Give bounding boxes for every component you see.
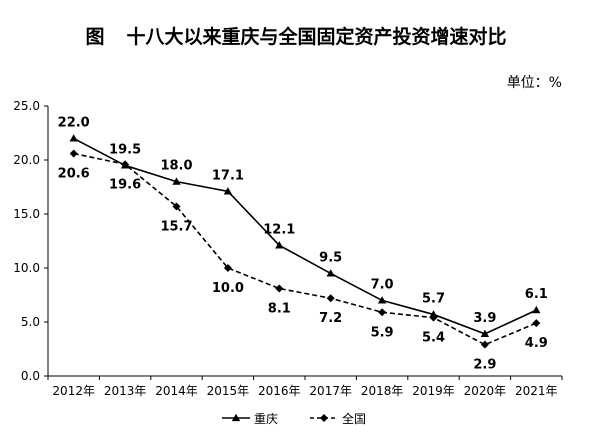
data-point-chongqing [377, 296, 387, 304]
data-label-national: 19.6 [109, 177, 141, 192]
x-tick-label: 2017年 [309, 384, 352, 398]
data-label-national: 4.9 [525, 336, 548, 351]
data-label-chongqing: 7.0 [371, 277, 394, 292]
series-line-national [73, 152, 537, 346]
data-point-national [378, 308, 387, 317]
data-point-chongqing [172, 177, 181, 185]
data-label-chongqing: 9.5 [319, 250, 342, 265]
unit-label: 单位：% [506, 75, 562, 91]
x-tick-label: 2012年 [52, 384, 95, 398]
x-tick-label: 2014年 [155, 384, 198, 398]
data-label-national: 7.2 [319, 311, 342, 326]
legend-marker-national [320, 414, 328, 422]
y-tick-label: 20.0 [13, 153, 40, 167]
x-tick-label: 2020年 [464, 384, 507, 398]
data-label-national: 2.9 [473, 358, 496, 373]
y-tick-label: 10.0 [13, 261, 40, 275]
data-label-chongqing: 6.1 [525, 287, 548, 302]
y-tick-label: 0.0 [21, 369, 40, 383]
data-point-national [172, 202, 181, 211]
data-point-national [121, 160, 130, 169]
data-point-national [532, 319, 541, 328]
data-label-national: 15.7 [160, 219, 192, 234]
data-point-national [69, 149, 78, 158]
chart-title-prefix: 图 [85, 26, 105, 48]
y-tick-label: 15.0 [13, 207, 40, 221]
y-tick-label: 25.0 [13, 99, 40, 113]
data-point-national [275, 284, 284, 293]
data-point-national [480, 340, 489, 349]
data-label-chongqing: 19.5 [109, 142, 141, 157]
x-tick-label: 2013年 [104, 384, 147, 398]
data-label-national: 5.9 [371, 325, 394, 340]
chart-title: 图十八大以来重庆与全国固定资产投资增速对比 [0, 22, 592, 49]
data-label-chongqing: 5.7 [422, 291, 445, 306]
data-point-national [326, 294, 335, 303]
data-point-chongqing [275, 241, 284, 249]
data-label-chongqing: 17.1 [212, 168, 244, 183]
x-tick-label: 2018年 [361, 384, 404, 398]
data-point-chongqing [326, 269, 335, 277]
data-point-national [429, 313, 438, 322]
legend-marker-chongqing [231, 413, 241, 422]
x-tick-label: 2016年 [258, 384, 301, 398]
legend-label-chongqing: 重庆 [254, 412, 278, 426]
series-line-chongqing [73, 137, 537, 335]
data-label-national: 20.6 [58, 167, 90, 182]
data-label-national: 8.1 [268, 302, 291, 317]
data-point-chongqing [532, 305, 541, 314]
data-point-chongqing [69, 134, 78, 142]
legend-label-national: 全国 [342, 411, 366, 426]
y-tick-label: 5.0 [21, 315, 40, 329]
data-point-national [223, 264, 232, 272]
x-tick-label: 2021年 [515, 384, 558, 398]
data-label-chongqing: 18.0 [160, 159, 192, 174]
data-label-chongqing: 3.9 [473, 311, 496, 326]
data-label-national: 5.4 [422, 331, 445, 346]
data-label-chongqing: 22.0 [58, 115, 90, 130]
data-point-chongqing [480, 329, 490, 338]
data-label-national: 10.0 [212, 281, 244, 296]
chart-title-text: 十八大以来重庆与全国固定资产投资增速对比 [126, 26, 507, 48]
data-point-chongqing [223, 187, 233, 195]
x-tick-label: 2019年 [412, 384, 455, 398]
data-label-chongqing: 12.1 [263, 222, 295, 237]
x-tick-label: 2015年 [207, 384, 250, 398]
